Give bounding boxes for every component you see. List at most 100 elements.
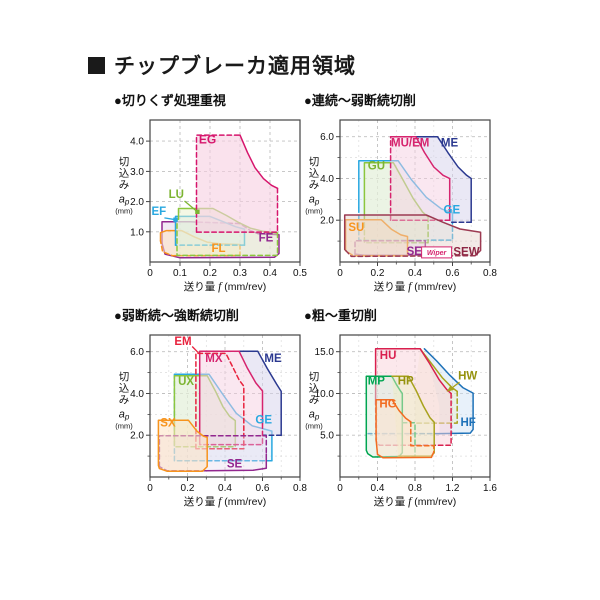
- plot-continuous-cutting: 0 0.2 0.4 0.6 0.8 2.0 4.0 6.0 送り量 f (mm/rev) 切込みa…: [305, 119, 497, 293]
- x-tick-label: 0.4: [371, 483, 385, 494]
- plot-group: 0 0.2 0.4 0.6 0.8 2.0 4.0 6.0 送り量 f (mm/rev) 切込みa…: [115, 334, 307, 508]
- region-label-FE: FE: [259, 233, 274, 245]
- region-label-SEW: SEW: [453, 246, 479, 258]
- region-labels: GU MU/EM ME GE SU SE Wiper SEW: [348, 138, 480, 259]
- svg-text:切: 切: [309, 156, 320, 168]
- x-tick-label: 0.4: [263, 268, 277, 279]
- leader-line: [191, 346, 199, 354]
- axes: 0 0.2 0.4 0.6 0.8 2.0 4.0 6.0 送り量 f (mm/rev) 切込みa…: [115, 347, 307, 508]
- region-label-MX: MX: [205, 353, 223, 365]
- region-label-EM: EM: [174, 336, 191, 348]
- svg-text:切: 切: [309, 371, 320, 383]
- regions: [159, 134, 280, 259]
- chart-chip-control: ●切りくず処理重視 0 0.1 0.2 0.3 0.4 0.5 1.0 2.0 3.0 4.0 送り…: [112, 90, 310, 305]
- region-HG: [375, 398, 435, 459]
- svg-text:込: 込: [119, 383, 130, 395]
- svg-text:(mm): (mm): [115, 207, 133, 216]
- y-tick-label: 4.0: [130, 137, 144, 148]
- region-SEW: [343, 214, 482, 258]
- region-label-HU: HU: [380, 350, 397, 362]
- svg-text:み: み: [119, 394, 130, 406]
- plot-border: [149, 119, 301, 263]
- region-MU_EM: [389, 135, 451, 221]
- region-label-EG: EG: [199, 133, 216, 147]
- chart-title: ●粗〜重切削: [304, 308, 377, 323]
- y-tick-label: 1.0: [130, 227, 144, 238]
- x-tick-label: 0.1: [173, 268, 187, 279]
- svg-text:み: み: [309, 179, 320, 191]
- x-axis-label: 送り量 f (mm/rev): [374, 280, 457, 293]
- svg-text:(mm): (mm): [305, 422, 323, 431]
- y-axis-label: 切込み ap(mm): [305, 156, 323, 216]
- svg-text:ap: ap: [119, 194, 130, 207]
- chart-interrupted-cutting: ●弱断続〜強断続切削 0 0.2 0.4 0.6 0.8 2.0 4.0 6.0 送り量 f (…: [112, 305, 310, 520]
- svg-text:ap: ap: [309, 194, 320, 207]
- y-tick-label: 2.0: [130, 197, 144, 208]
- page-header: チップブレーカ適用領域: [88, 50, 356, 80]
- x-tick-label: 0.6: [446, 268, 460, 279]
- x-tick-label: 0.2: [181, 483, 195, 494]
- regions: [343, 135, 482, 258]
- svg-text:込: 込: [309, 168, 320, 180]
- region-label-GE: GE: [444, 205, 461, 217]
- y-axis-label: 切込み ap(mm): [115, 156, 133, 216]
- plot-group: 0 0.2 0.4 0.6 0.8 2.0 4.0 6.0 送り量 f (mm/rev) 切込みa…: [305, 119, 497, 293]
- axes: 0 0.1 0.2 0.3 0.4 0.5 1.0 2.0 3.0 4.0 送り量 f (mm/re…: [115, 137, 307, 293]
- region-labels: EM MX ME UX SX GE SE: [160, 336, 282, 471]
- region-label-HP: HP: [398, 375, 414, 387]
- svg-text:切: 切: [119, 371, 130, 383]
- wiper-badge: [421, 246, 453, 259]
- region-EG: [195, 134, 279, 233]
- region-label-LU: LU: [169, 189, 184, 201]
- plot-chip-control: 0 0.1 0.2 0.3 0.4 0.5 1.0 2.0 3.0 4.0 送り量 f (mm/re…: [115, 119, 307, 293]
- svg-text:込: 込: [119, 168, 130, 180]
- svg-text:込: 込: [309, 383, 320, 395]
- plot-group: 0 0.4 0.8 1.2 1.6 5.0 10.0 15.0 送り量 f (mm/rev) 切込…: [305, 334, 497, 508]
- region-label-HF: HF: [461, 417, 476, 429]
- x-tick-label: 0.5: [293, 268, 307, 279]
- region-label-HG: HG: [379, 399, 396, 411]
- x-axis-label: 送り量 f (mm/rev): [184, 280, 267, 293]
- region-label-UX: UX: [178, 376, 194, 388]
- x-tick-label: 0.4: [408, 268, 422, 279]
- y-tick-label: 4.0: [320, 174, 334, 185]
- chart-heavy-cutting: ●粗〜重切削 0 0.4 0.8 1.2 1.6 5.0 10.0 15.0 送り量 f (mm…: [302, 305, 500, 520]
- axes: 0 0.4 0.8 1.2 1.6 5.0 10.0 15.0 送り量 f (mm/rev) 切込…: [305, 347, 497, 508]
- x-tick-label: 0: [337, 268, 343, 279]
- y-tick-label: 15.0: [315, 347, 335, 358]
- x-tick-label: 0.8: [483, 268, 497, 279]
- region-label-SE: SE: [227, 459, 243, 471]
- x-axis-label: 送り量 f (mm/rev): [184, 495, 267, 508]
- y-tick-label: 5.0: [320, 431, 334, 442]
- region-label-GU: GU: [368, 161, 385, 173]
- y-tick-label: 6.0: [320, 132, 334, 143]
- svg-text:(mm): (mm): [115, 422, 133, 431]
- x-tick-label: 1.2: [446, 483, 460, 494]
- x-tick-label: 0: [147, 268, 153, 279]
- region-label-SU: SU: [348, 222, 364, 234]
- x-tick-label: 0.8: [293, 483, 307, 494]
- region-label-EF: EF: [152, 206, 167, 218]
- x-tick-label: 0.8: [408, 483, 422, 494]
- region-label-GE: GE: [255, 415, 272, 427]
- svg-text:み: み: [119, 179, 130, 191]
- chart-continuous-cutting: ●連続〜弱断続切削 0 0.2 0.4 0.6 0.8 2.0 4.0 6.0 送り量 f (m…: [302, 90, 500, 305]
- y-tick-label: 4.0: [130, 389, 144, 400]
- region-SX: [157, 419, 208, 472]
- region-label-ME: ME: [441, 138, 459, 150]
- chart-title: ●切りくず処理重視: [114, 93, 226, 108]
- region-label-MU/EM: MU/EM: [391, 138, 429, 150]
- axes: 0 0.2 0.4 0.6 0.8 2.0 4.0 6.0 送り量 f (mm/rev) 切込みa…: [305, 132, 497, 293]
- svg-text:切: 切: [119, 156, 130, 168]
- regions: [157, 350, 282, 472]
- y-tick-label: 10.0: [315, 389, 335, 400]
- svg-text:ap: ap: [309, 409, 320, 422]
- y-tick-label: 2.0: [320, 216, 334, 227]
- region-label-FL: FL: [212, 243, 226, 255]
- y-tick-label: 3.0: [130, 167, 144, 178]
- x-tick-label: 0: [147, 483, 153, 494]
- region-label-MP: MP: [368, 375, 386, 387]
